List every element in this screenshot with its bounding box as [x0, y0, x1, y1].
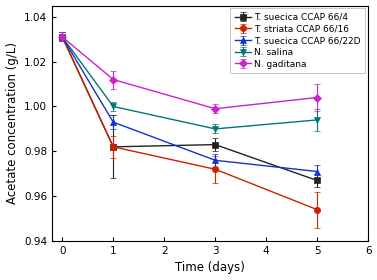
X-axis label: Time (days): Time (days): [175, 262, 245, 274]
Legend: T. suecica CCAP 66/4, T. striata CCAP 66/16, T. suecica CCAP 66/22D, N. salina, : T. suecica CCAP 66/4, T. striata CCAP 66…: [230, 8, 365, 73]
Y-axis label: Acetate concentration (g/L): Acetate concentration (g/L): [6, 42, 18, 204]
